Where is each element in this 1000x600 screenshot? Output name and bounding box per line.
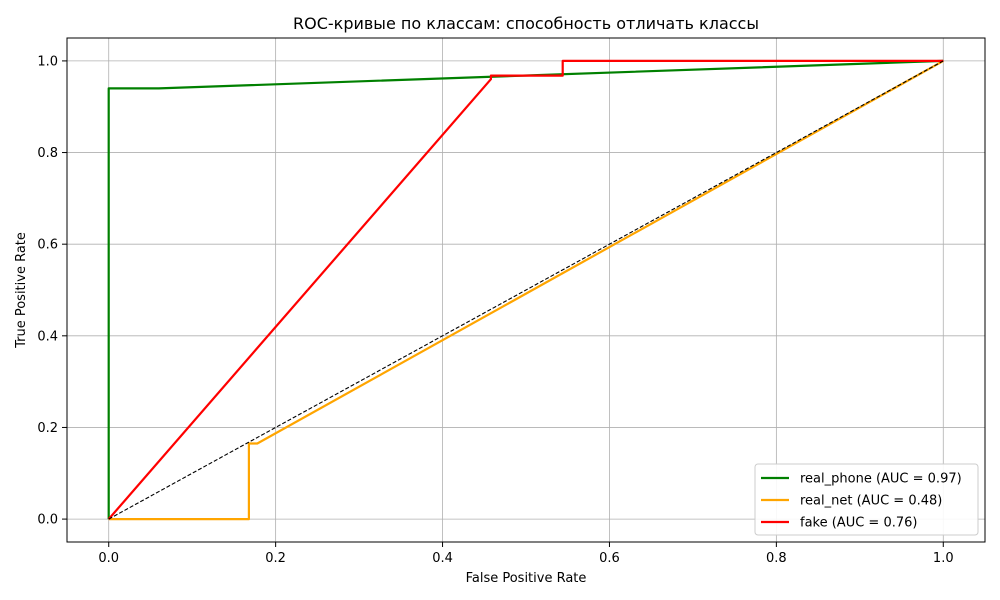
x-tick-label: 0.0	[98, 551, 119, 566]
x-tick-label: 0.4	[432, 551, 453, 566]
x-tick-label: 0.8	[766, 551, 787, 566]
y-tick-label: 0.4	[37, 329, 58, 344]
plot-frame	[66, 37, 986, 543]
x-tick-label: 1.0	[933, 551, 954, 566]
legend-label: real_net (AUC = 0.48)	[800, 494, 942, 509]
y-tick-label: 0.8	[37, 146, 58, 161]
y-tick-label: 0.0	[37, 513, 58, 528]
legend-label: fake (AUC = 0.76)	[800, 516, 917, 531]
legend-box	[754, 463, 979, 536]
axis-ticks: 0.0 0.2 0.4 0.6 0.8 1.0 0.0 0.2 0.4 0.6 0.8 1.0	[37, 54, 953, 566]
y-tick-label: 0.2	[37, 421, 58, 436]
x-tick-label: 0.6	[599, 551, 620, 566]
series-line-1	[108, 59, 944, 521]
legend: real_phone (AUC = 0.97) real_net (AUC = 0…	[754, 463, 979, 536]
y-tick-label: 0.6	[37, 238, 58, 253]
x-tick-label: 0.2	[265, 551, 286, 566]
diagonal-reference-line	[108, 60, 944, 520]
series-line-2	[107, 59, 944, 520]
y-axis-label: True Positive Rate	[14, 232, 29, 349]
legend-label: real_phone (AUC = 0.97)	[800, 472, 962, 487]
y-tick-label: 1.0	[37, 54, 58, 69]
chart-title: ROC-кривые по классам: способность отлич…	[293, 14, 759, 33]
x-axis-label: False Positive Rate	[466, 571, 587, 586]
plot-lines	[107, 59, 944, 521]
